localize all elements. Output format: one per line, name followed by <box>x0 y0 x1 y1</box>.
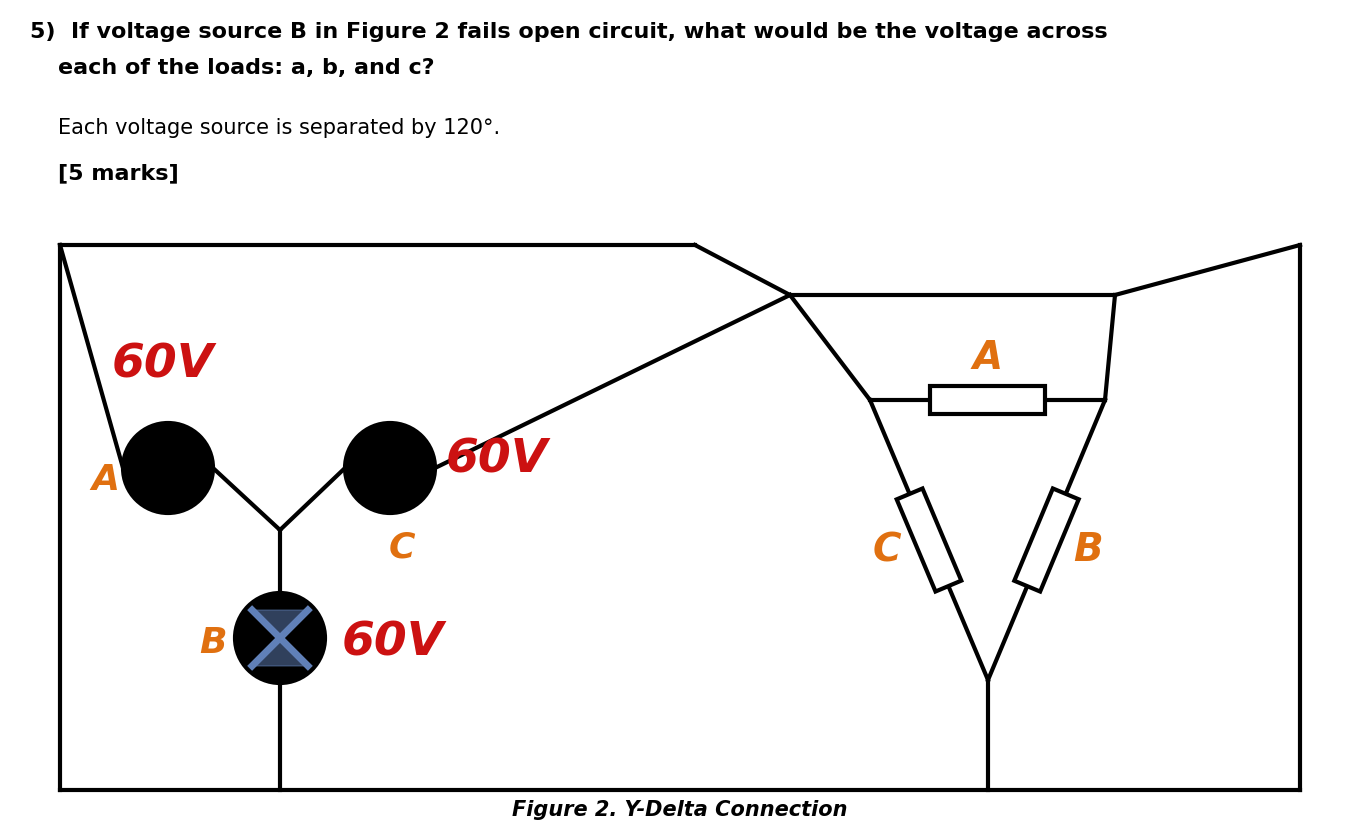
Text: 5)  If voltage source B in Figure 2 fails open circuit, what would be the voltag: 5) If voltage source B in Figure 2 fails… <box>30 22 1107 42</box>
Text: 60V: 60V <box>446 438 548 483</box>
Text: C: C <box>389 531 416 565</box>
Text: Figure 2. Y-Delta Connection: Figure 2. Y-Delta Connection <box>512 800 848 820</box>
Polygon shape <box>930 386 1045 414</box>
Text: B: B <box>1073 531 1103 569</box>
Polygon shape <box>1014 489 1079 592</box>
Polygon shape <box>252 610 308 638</box>
Polygon shape <box>252 638 308 666</box>
Text: [5 marks]: [5 marks] <box>58 163 178 183</box>
Polygon shape <box>896 489 961 592</box>
Text: each of the loads: a, b, and c?: each of the loads: a, b, and c? <box>58 58 435 78</box>
Text: 60V: 60V <box>342 620 444 666</box>
Circle shape <box>346 423 435 513</box>
Text: A: A <box>972 339 1003 377</box>
Text: A: A <box>90 463 119 497</box>
Circle shape <box>123 423 213 513</box>
Circle shape <box>235 593 325 683</box>
Text: Each voltage source is separated by 120°.: Each voltage source is separated by 120°… <box>58 118 500 138</box>
Text: 60V: 60V <box>112 343 215 387</box>
Text: B: B <box>200 626 227 660</box>
Text: C: C <box>872 531 902 569</box>
